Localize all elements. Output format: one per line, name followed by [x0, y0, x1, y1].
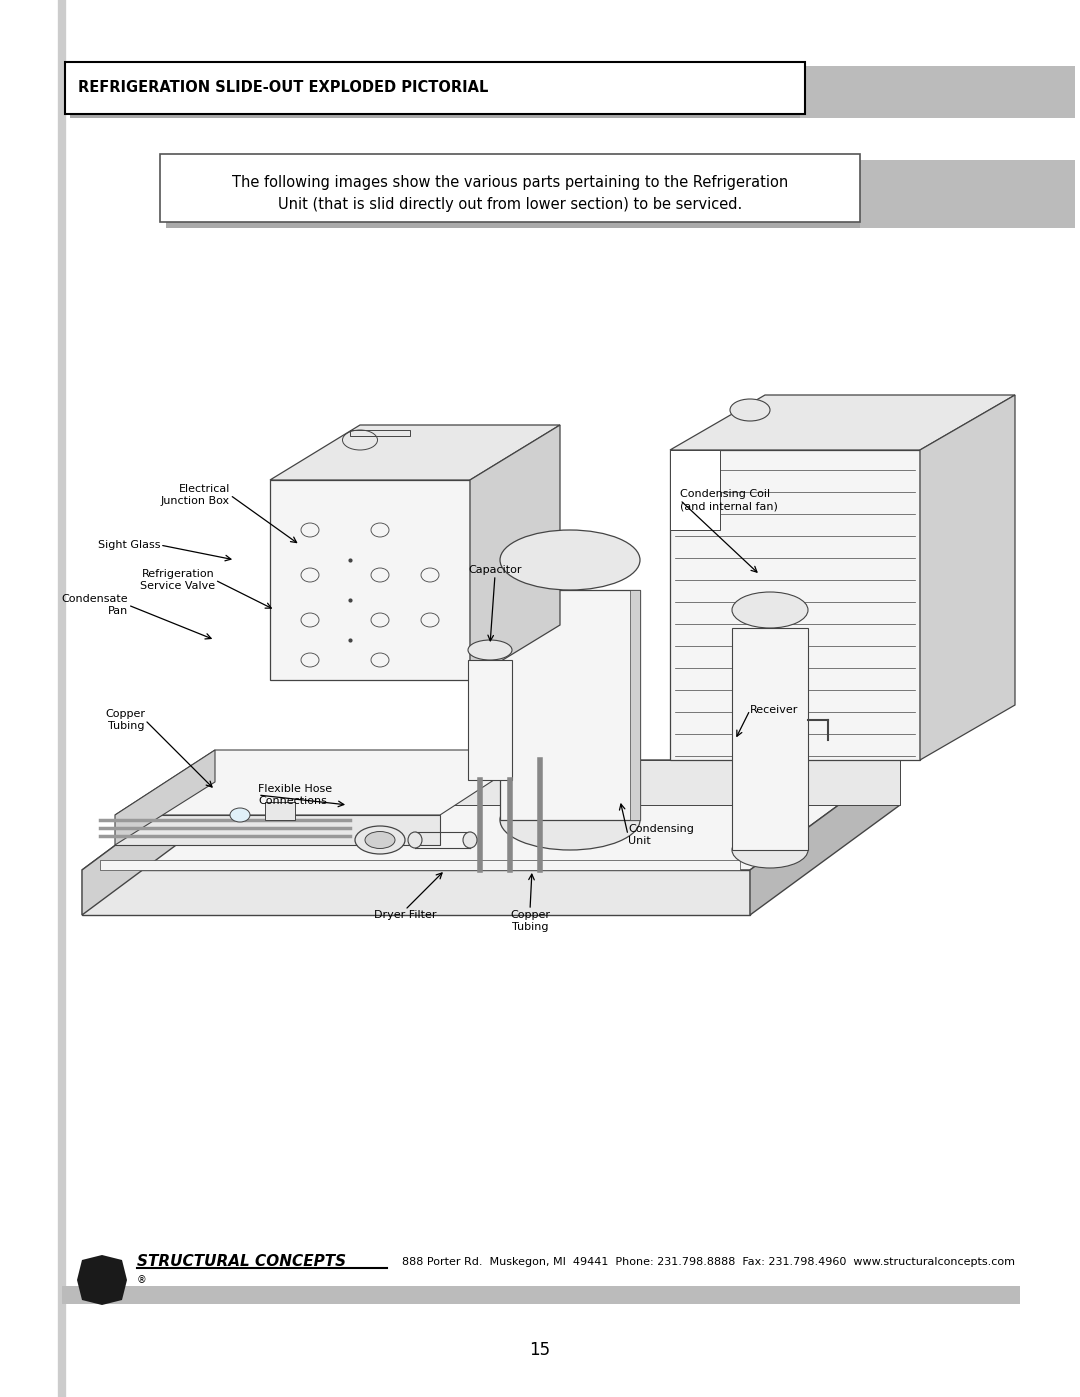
- Text: The following images show the various parts pertaining to the Refrigeration: The following images show the various pa…: [232, 176, 788, 190]
- Ellipse shape: [500, 789, 640, 849]
- Bar: [160, 154, 860, 222]
- Bar: [265, 802, 295, 820]
- Polygon shape: [270, 425, 561, 481]
- Polygon shape: [77, 1255, 127, 1305]
- Text: Receiver: Receiver: [750, 705, 798, 715]
- Polygon shape: [500, 590, 640, 820]
- Text: STRUCTURAL CONCEPTS: STRUCTURAL CONCEPTS: [137, 1255, 346, 1270]
- Text: Flexible Hose
Connections: Flexible Hose Connections: [258, 784, 333, 806]
- Ellipse shape: [365, 831, 395, 848]
- Ellipse shape: [463, 833, 477, 848]
- Bar: [350, 430, 410, 436]
- Polygon shape: [82, 760, 230, 915]
- Text: Condensing Coil
(and internal fan): Condensing Coil (and internal fan): [680, 489, 778, 511]
- Ellipse shape: [468, 640, 512, 659]
- Polygon shape: [670, 395, 1015, 450]
- Polygon shape: [470, 425, 561, 680]
- Ellipse shape: [730, 400, 770, 420]
- Text: ®: ®: [137, 1275, 147, 1285]
- Text: Sight Glass: Sight Glass: [97, 541, 160, 550]
- Ellipse shape: [732, 592, 808, 629]
- Text: Condensing
Unit: Condensing Unit: [627, 824, 693, 847]
- Bar: [62, 1287, 1020, 1303]
- Text: Refrigeration
Service Valve: Refrigeration Service Valve: [140, 569, 215, 591]
- Polygon shape: [732, 629, 808, 849]
- Polygon shape: [670, 450, 920, 760]
- Polygon shape: [920, 395, 1015, 760]
- Text: Electrical
Junction Box: Electrical Junction Box: [161, 483, 230, 506]
- Text: REFRIGERATION SLIDE-OUT EXPLODED PICTORIAL: REFRIGERATION SLIDE-OUT EXPLODED PICTORI…: [78, 81, 488, 95]
- Ellipse shape: [500, 529, 640, 590]
- Bar: [166, 161, 866, 228]
- Polygon shape: [750, 760, 900, 915]
- Text: Copper
Tubing: Copper Tubing: [105, 708, 145, 731]
- Polygon shape: [100, 861, 740, 870]
- Text: 888 Porter Rd.  Muskegon, MI  49441  Phone: 231.798.8888  Fax: 231.798.4960  www: 888 Porter Rd. Muskegon, MI 49441 Phone:…: [402, 1257, 1015, 1267]
- Bar: [860, 161, 1075, 228]
- Text: Condensate
Pan: Condensate Pan: [62, 594, 129, 616]
- Text: 15: 15: [529, 1341, 551, 1359]
- Text: Dryer Filter: Dryer Filter: [374, 909, 436, 921]
- Polygon shape: [468, 659, 512, 780]
- Text: Copper
Tubing: Copper Tubing: [510, 909, 550, 932]
- Polygon shape: [114, 750, 540, 814]
- Ellipse shape: [230, 807, 249, 821]
- Polygon shape: [114, 750, 215, 845]
- Polygon shape: [270, 481, 470, 680]
- Polygon shape: [630, 590, 640, 820]
- Polygon shape: [670, 450, 720, 529]
- Text: Capacitor: Capacitor: [469, 564, 522, 576]
- Ellipse shape: [355, 826, 405, 854]
- Text: Unit (that is slid directly out from lower section) to be serviced.: Unit (that is slid directly out from low…: [278, 197, 742, 212]
- Polygon shape: [82, 870, 750, 915]
- Bar: [70, 66, 810, 117]
- Ellipse shape: [408, 833, 422, 848]
- Bar: [65, 61, 805, 115]
- Polygon shape: [230, 760, 900, 805]
- Bar: [800, 66, 1075, 117]
- Polygon shape: [82, 760, 900, 870]
- Ellipse shape: [732, 833, 808, 868]
- Polygon shape: [114, 814, 440, 845]
